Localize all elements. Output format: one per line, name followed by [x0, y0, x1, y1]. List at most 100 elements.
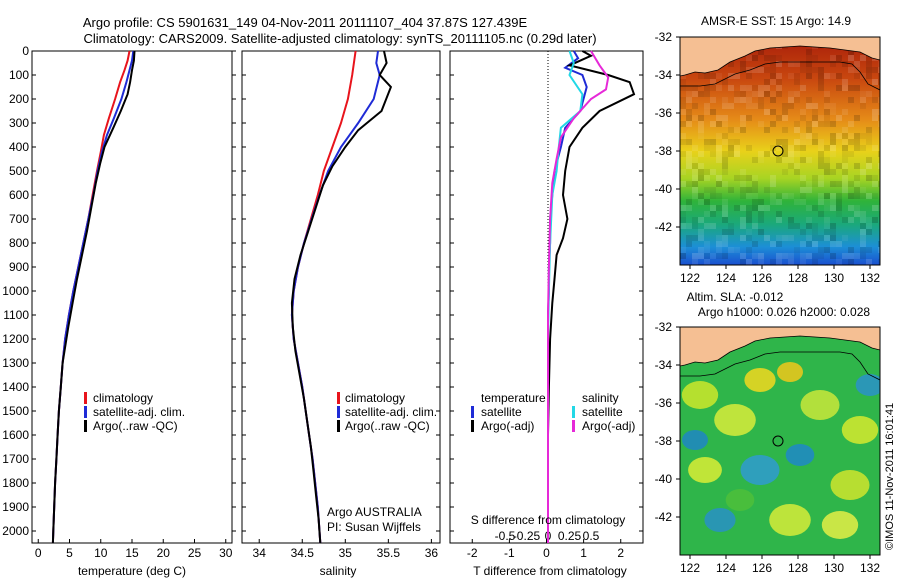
- coastline-land: [680, 37, 880, 77]
- depth-tick-label: 2000: [2, 524, 29, 538]
- legend-title-temperature: temperature: [481, 391, 546, 405]
- sst-texture-cell: [686, 91, 692, 97]
- sst-texture-cell: [812, 253, 818, 259]
- sst-texture-cell: [860, 235, 866, 241]
- sst-texture-cell: [710, 85, 716, 91]
- sst-texture-cell: [812, 175, 818, 181]
- sst-texture-cell: [860, 241, 866, 247]
- sst-texture-cell: [836, 73, 842, 79]
- sst-texture-cell: [704, 139, 710, 145]
- lon-tick-label: 122: [680, 271, 700, 285]
- sst-texture-cell: [716, 253, 722, 259]
- sst-texture-cell: [848, 205, 854, 211]
- sst-texture-cell: [692, 187, 698, 193]
- x-tick-label: -2: [467, 546, 478, 560]
- sst-texture-cell: [812, 235, 818, 241]
- sst-texture-cell: [836, 199, 842, 205]
- sst-texture-cell: [800, 253, 806, 259]
- sst-texture-cell: [770, 259, 776, 265]
- legend-swatch-climatology: [337, 392, 340, 404]
- sst-texture-cell: [818, 247, 824, 253]
- legend-label-s-satellite: satellite: [582, 405, 623, 419]
- sst-texture-cell: [800, 193, 806, 199]
- sst-texture-cell: [740, 127, 746, 133]
- sla-anomaly-patch: [769, 504, 811, 536]
- sst-texture-cell: [740, 85, 746, 91]
- sst-texture-cell: [758, 121, 764, 127]
- depth-tick-label: 500: [9, 164, 29, 178]
- sst-texture-cell: [878, 241, 880, 247]
- depth-axis: 0 100 200 300 400 500 600 700 800 900 1000 1100 1200…: [2, 44, 643, 538]
- sst-texture-cell: [704, 241, 710, 247]
- contour-line: [680, 61, 880, 91]
- sst-texture-cell: [794, 151, 800, 157]
- sst-texture-cell: [776, 79, 782, 85]
- sst-texture-cell: [698, 73, 704, 79]
- sla-anomaly-patch: [682, 430, 708, 450]
- sst-texture-cell: [728, 223, 734, 229]
- sst-texture-cell: [710, 97, 716, 103]
- s-tick-label: -0.5: [495, 529, 516, 543]
- sst-texture-cell: [800, 61, 806, 67]
- sst-texture-cell: [800, 139, 806, 145]
- sst-texture-cell: [854, 145, 860, 151]
- sst-texture-cell: [848, 253, 854, 259]
- sst-texture-cell: [680, 79, 686, 85]
- sla-anomaly-patch: [725, 489, 755, 511]
- legend-swatch-s-argo: [572, 420, 575, 432]
- legend-swatch-t-satellite: [471, 406, 474, 418]
- sst-texture-cell: [776, 193, 782, 199]
- sst-texture-cell: [710, 79, 716, 85]
- sst-texture-cell: [812, 223, 818, 229]
- sst-texture-cell: [746, 73, 752, 79]
- sst-texture-cell: [854, 67, 860, 73]
- sst-texture-cell: [770, 67, 776, 73]
- x-tick-label: 20: [157, 546, 171, 560]
- sla-anomaly-patch: [800, 390, 840, 420]
- legend-swatch-t-argo: [471, 420, 474, 432]
- lon-tick-label: 128: [788, 271, 808, 285]
- sst-texture-cell: [752, 205, 758, 211]
- sst-texture-cell: [818, 181, 824, 187]
- sst-texture-cell: [746, 229, 752, 235]
- sst-texture-cell: [866, 223, 872, 229]
- depth-tick-label: 1400: [2, 380, 29, 394]
- sst-texture-cell: [752, 181, 758, 187]
- sst-texture-cell: [746, 97, 752, 103]
- sst-texture-cell: [872, 205, 878, 211]
- sst-texture-cell: [692, 223, 698, 229]
- sst-texture-cell: [830, 61, 836, 67]
- sst-texture-cell: [878, 259, 880, 265]
- sst-texture-cell: [812, 67, 818, 73]
- sst-texture-cell: [686, 151, 692, 157]
- sst-texture-cell: [704, 259, 710, 265]
- sst-texture-cell: [704, 211, 710, 217]
- sst-texture-cell: [836, 211, 842, 217]
- sst-texture-cell: [680, 97, 686, 103]
- sst-texture-cell: [794, 61, 800, 67]
- sst-texture-cell: [806, 223, 812, 229]
- depth-tick-label: 1800: [2, 476, 29, 490]
- sst-texture-cell: [848, 181, 854, 187]
- sst-texture-cell: [782, 145, 788, 151]
- sst-texture-cell: [692, 157, 698, 163]
- sst-texture-cell: [698, 133, 704, 139]
- sst-texture-cell: [710, 109, 716, 115]
- sst-texture-cell: [776, 241, 782, 247]
- sst-texture-cell: [692, 193, 698, 199]
- sst-texture-cell: [734, 175, 740, 181]
- sst-texture-cell: [746, 85, 752, 91]
- sst-texture-cell: [848, 55, 854, 61]
- sst-texture-cell: [704, 169, 710, 175]
- argo-location-marker: [772, 145, 784, 157]
- sst-texture-cell: [716, 157, 722, 163]
- sst-texture-cell: [740, 223, 746, 229]
- sst-texture-cell: [860, 103, 866, 109]
- sst-texture-cell: [764, 127, 770, 133]
- sst-texture-cell: [830, 199, 836, 205]
- sst-texture-cell: [698, 193, 704, 199]
- sst-texture-cell: [776, 85, 782, 91]
- sst-texture-cell: [788, 61, 794, 67]
- sst-texture-cell: [716, 181, 722, 187]
- depth-tick-label: 0: [22, 44, 29, 58]
